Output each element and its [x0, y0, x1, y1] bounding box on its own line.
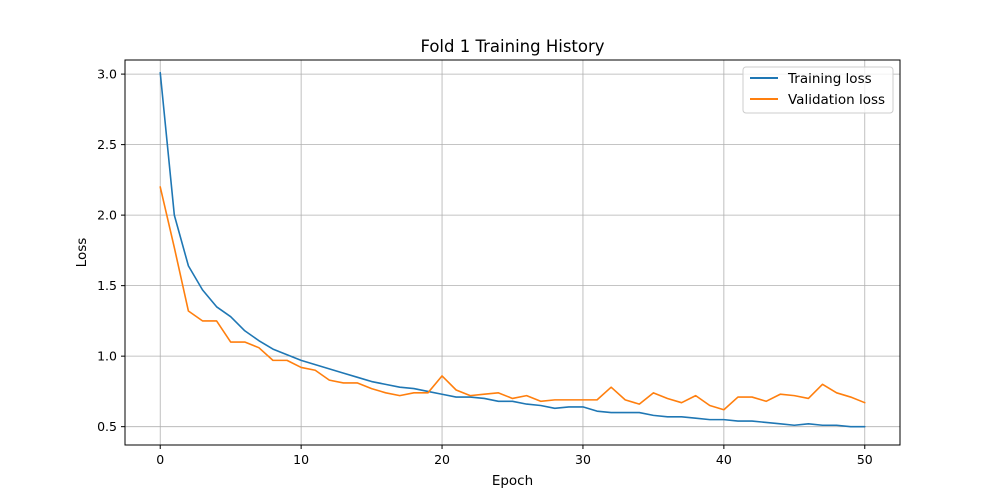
- legend-label-training: Training loss: [787, 71, 872, 87]
- y-tick-label: 2.0: [97, 208, 117, 223]
- legend: Training loss Validation loss: [742, 66, 894, 114]
- x-tick-label: 30: [575, 452, 591, 467]
- x-tick-label: 20: [434, 452, 450, 467]
- grid: [125, 60, 900, 445]
- y-axis-label: Loss: [74, 238, 90, 268]
- x-tick-label: 0: [156, 452, 164, 467]
- training-loss-line: [159, 71, 866, 428]
- validation-loss-line: [159, 186, 866, 411]
- y-tick-label: 1.0: [97, 349, 117, 364]
- y-tick-label: 3.0: [97, 67, 117, 82]
- chart-title: Fold 1 Training History: [420, 37, 604, 56]
- y-tick-label: 2.5: [97, 137, 117, 152]
- x-tick-label: 10: [293, 452, 309, 467]
- axis-ticks: 0 10 20 30 40 50 0.5 1.0 1.5 2.0 2.5 3.0: [97, 67, 873, 467]
- legend-label-validation: Validation loss: [788, 92, 885, 108]
- x-tick-label: 40: [716, 452, 732, 467]
- y-tick-label: 1.5: [97, 278, 117, 293]
- legend-box: [742, 66, 894, 114]
- series-lines: [159, 71, 866, 428]
- x-axis-label: Epoch: [492, 473, 533, 489]
- plot-frame: [124, 59, 901, 446]
- y-tick-label: 0.5: [97, 419, 117, 434]
- x-tick-label: 50: [857, 452, 873, 467]
